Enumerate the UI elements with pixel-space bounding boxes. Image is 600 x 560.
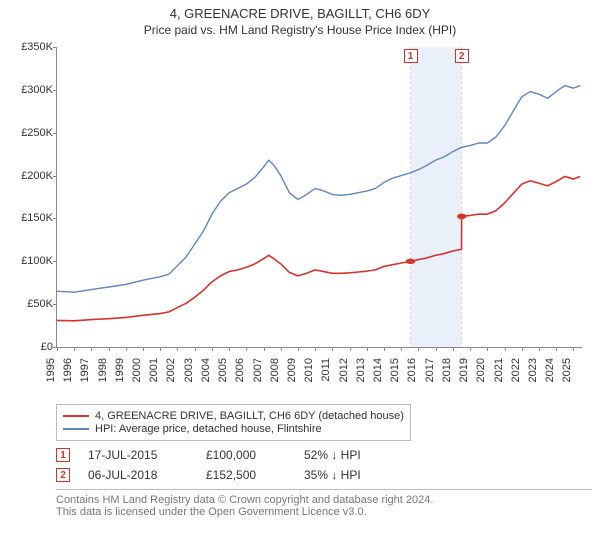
- legend-swatch: [63, 428, 89, 430]
- x-axis-label: 2017: [422, 358, 436, 382]
- x-axis-label: 2021: [491, 358, 505, 382]
- event-row: 2 06-JUL-2018 £152,500 35% ↓ HPI: [56, 465, 592, 485]
- x-axis-label: 2009: [284, 358, 298, 382]
- event-hpi: 35% ↓ HPI: [304, 468, 361, 482]
- x-axis-label: 2013: [353, 358, 367, 382]
- y-axis-label: £100K: [21, 255, 57, 267]
- x-axis-label: 1997: [77, 358, 91, 382]
- chart-subtitle: Price paid vs. HM Land Registry's House …: [8, 23, 592, 37]
- x-axis-label: 2007: [250, 358, 264, 382]
- x-axis-label: 2014: [370, 358, 384, 382]
- x-axis-label: 2002: [163, 358, 177, 382]
- x-axis-label: 2008: [267, 358, 281, 382]
- x-axis-label: 1998: [95, 358, 109, 382]
- y-axis-label: £250K: [21, 127, 57, 139]
- x-axis-label: 2016: [404, 358, 418, 382]
- event-hpi: 52% ↓ HPI: [304, 448, 361, 462]
- y-axis-label: £300K: [21, 84, 57, 96]
- x-axis-label: 1995: [43, 358, 57, 382]
- y-axis-label: £150K: [21, 212, 57, 224]
- x-axis-label: 2019: [456, 358, 470, 382]
- legend-label: HPI: Average price, detached house, Flin…: [95, 423, 322, 435]
- x-axis-label: 2018: [439, 358, 453, 382]
- x-axis-label: 2023: [525, 358, 539, 382]
- legend: 4, GREENACRE DRIVE, BAGILLT, CH6 6DY (de…: [56, 404, 411, 441]
- plot-area: 12£0£50K£100K£150K£200K£250K£300K£350K19…: [56, 47, 582, 348]
- event-marker: 1: [56, 448, 70, 462]
- x-axis-label: 2010: [301, 358, 315, 382]
- x-axis-label: 2000: [129, 358, 143, 382]
- event-line-label: 1: [404, 49, 418, 63]
- x-axis-label: 2011: [318, 358, 332, 382]
- legend-label: 4, GREENACRE DRIVE, BAGILLT, CH6 6DY (de…: [95, 410, 404, 422]
- event-date: 06-JUL-2018: [88, 468, 188, 482]
- event-date: 17-JUL-2015: [88, 448, 188, 462]
- event-line-label: 2: [455, 49, 469, 63]
- events-table: 1 17-JUL-2015 £100,000 52% ↓ HPI 2 06-JUL-201…: [56, 445, 592, 485]
- x-axis-label: 2012: [336, 358, 350, 382]
- x-axis-label: 2024: [542, 358, 556, 382]
- legend-item: HPI: Average price, detached house, Flin…: [63, 423, 404, 435]
- plot-svg: [57, 47, 582, 347]
- event-row: 1 17-JUL-2015 £100,000 52% ↓ HPI: [56, 445, 592, 465]
- event-price: £152,500: [206, 468, 286, 482]
- x-axis-label: 2004: [198, 358, 212, 382]
- x-axis-label: 2020: [473, 358, 487, 382]
- x-axis-label: 2015: [387, 358, 401, 382]
- footer: Contains HM Land Registry data © Crown c…: [56, 489, 592, 518]
- x-axis-label: 2006: [232, 358, 246, 382]
- y-axis-label: £200K: [21, 170, 57, 182]
- x-axis-label: 2022: [508, 358, 522, 382]
- legend-item: 4, GREENACRE DRIVE, BAGILLT, CH6 6DY (de…: [63, 410, 404, 422]
- x-axis-label: 2003: [181, 358, 195, 382]
- legend-swatch: [63, 415, 89, 417]
- x-axis-label: 2001: [146, 358, 160, 382]
- x-axis-label: 2025: [559, 358, 573, 382]
- chart: 12£0£50K£100K£150K£200K£250K£300K£350K19…: [8, 43, 592, 398]
- x-axis-label: 1999: [112, 358, 126, 382]
- event-price: £100,000: [206, 448, 286, 462]
- event-marker: 2: [56, 468, 70, 482]
- x-axis-label: 1996: [60, 358, 74, 382]
- x-axis-label: 2005: [215, 358, 229, 382]
- footer-line1: Contains HM Land Registry data © Crown c…: [56, 494, 592, 506]
- y-axis-label: £350K: [21, 41, 57, 53]
- chart-title: 4, GREENACRE DRIVE, BAGILLT, CH6 6DY: [8, 6, 592, 21]
- footer-line2: This data is licensed under the Open Gov…: [56, 506, 592, 518]
